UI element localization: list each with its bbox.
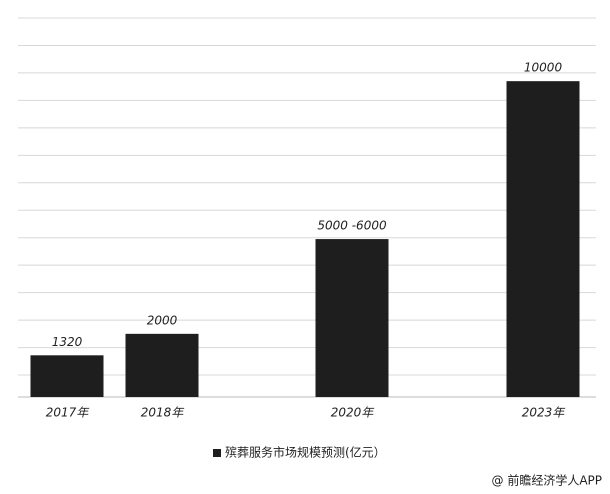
x-tick-label: 2017年 [46, 406, 91, 420]
legend-swatch [213, 449, 221, 457]
legend-label: 殡葬服务市场规模预测(亿元） [225, 445, 386, 460]
value-label: 1320 [52, 335, 83, 349]
x-tick-label: 2018年 [141, 406, 186, 420]
value-label: 5000 -6000 [317, 219, 387, 233]
value-label: 10000 [524, 61, 563, 75]
source: @ 前瞻经济学人APP [492, 473, 603, 488]
value-label: 2000 [147, 313, 178, 327]
bar [125, 333, 199, 397]
x-tick-label: 2023年 [522, 406, 567, 420]
bar [506, 81, 580, 398]
bar [30, 355, 104, 397]
x-tick-label: 2020年 [331, 406, 376, 420]
bar [315, 239, 389, 397]
